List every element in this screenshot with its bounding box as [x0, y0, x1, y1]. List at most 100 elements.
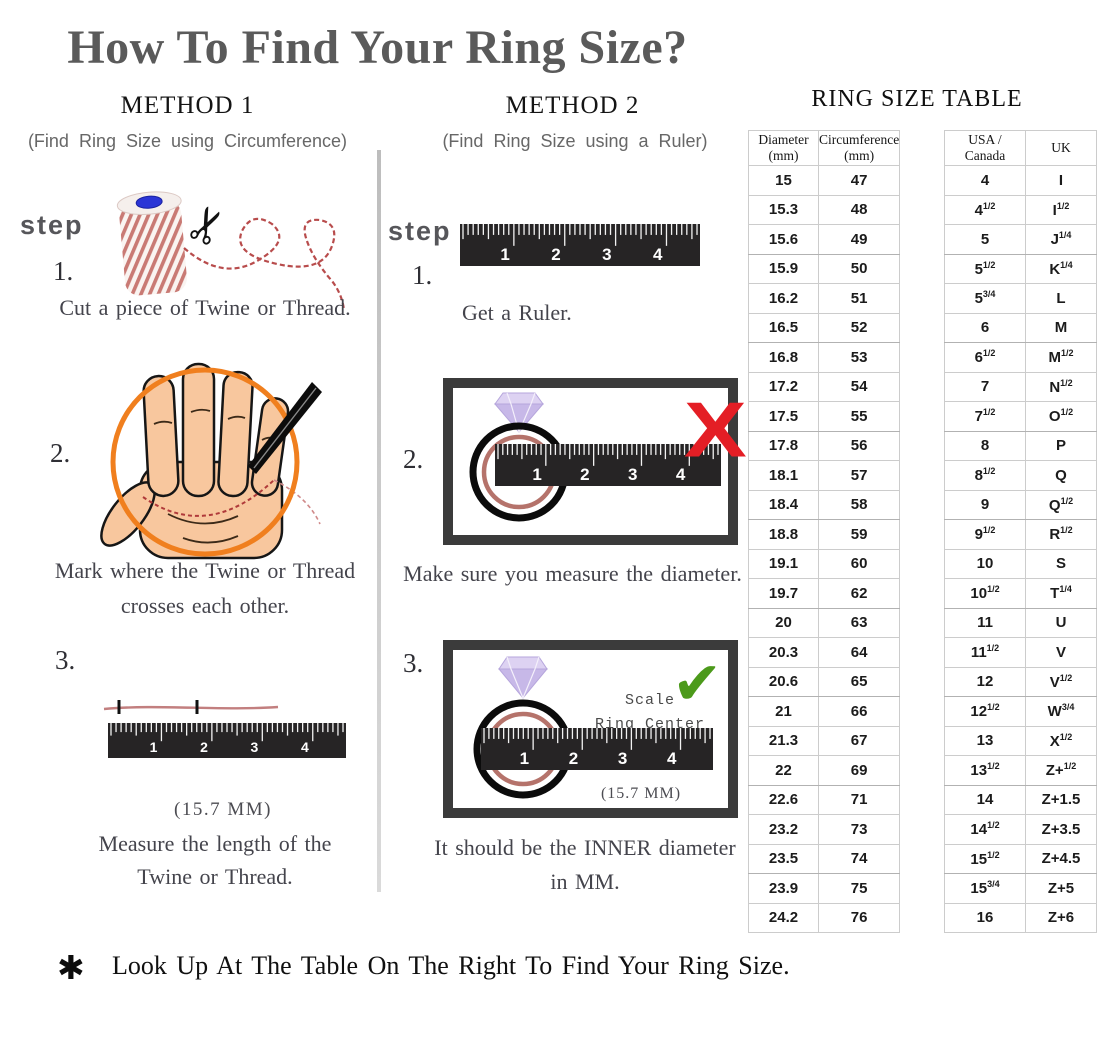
method1-step3-number: 3.: [55, 645, 76, 675]
ring-size-row: 17.8 56: [748, 430, 901, 461]
ruler-number: 2: [551, 245, 560, 264]
ring-size-row: 101/2 T1/4: [944, 578, 1097, 609]
check-icon: ✔: [672, 649, 723, 719]
ring-size-table-metric: Diameter (mm) Circumference (mm) 15 47 15.3 4…: [748, 130, 901, 933]
usa-size-cell: 14: [944, 784, 1026, 815]
ring-size-row: 71/2 O1/2: [944, 401, 1097, 432]
circumference-cell: 62: [817, 578, 901, 609]
method1-step2-caption-line1: Mark where the Twine or Thread: [54, 558, 356, 583]
circumference-cell: 51: [817, 283, 901, 314]
ruler-number: 4: [667, 749, 677, 768]
uk-size-cell: K1/4: [1025, 253, 1097, 284]
ring-size-row: 18.1 57: [748, 460, 901, 491]
method2-step3-number: 3.: [403, 648, 424, 678]
diameter-cell: 21.3: [748, 725, 819, 756]
asterisk-icon: ✱: [57, 948, 85, 987]
method2-subheading: (Find Ring Size using a Ruler): [442, 131, 708, 151]
diameter-cell: 22: [748, 755, 819, 786]
marked-thread-line: [142, 479, 275, 517]
uk-size-cell: Q: [1025, 460, 1097, 491]
ring-size-row: 20 63: [748, 607, 901, 638]
diameter-cell: 15.6: [748, 224, 819, 255]
diameter-cell: 23.9: [748, 873, 819, 904]
ring-size-row: 16.8 53: [748, 342, 901, 373]
usa-size-cell: 91/2: [944, 519, 1026, 550]
uk-size-cell: W3/4: [1025, 696, 1097, 727]
circumference-cell: 71: [817, 784, 901, 815]
method1-step3-caption-line2: Twine or Thread.: [137, 864, 293, 889]
usa-size-cell: 5: [944, 224, 1026, 255]
ring-size-row: 131/2 Z+1/2: [944, 755, 1097, 786]
ring-size-row: 20.3 64: [748, 637, 901, 668]
ring-size-row: 15.9 50: [748, 253, 901, 284]
ring-size-row: 16.5 52: [748, 312, 901, 343]
circumference-cell: 74: [817, 843, 901, 874]
uk-size-cell: O1/2: [1025, 401, 1097, 432]
table-header-row: Diameter (mm) Circumference (mm): [748, 130, 901, 166]
twine-thread-curl: [183, 217, 346, 311]
uk-size-cell: Q1/2: [1025, 489, 1097, 520]
usa-size-cell: 121/2: [944, 696, 1026, 727]
ring-finger: [217, 370, 254, 498]
ring-size-row: 81/2 Q: [944, 460, 1097, 491]
circumference-header: Circumference (mm): [817, 130, 901, 166]
method2-step-label: step: [388, 216, 452, 246]
usa-size-cell: 51/2: [944, 253, 1026, 284]
diameter-cell: 21: [748, 696, 819, 727]
uk-size-cell: M: [1025, 312, 1097, 343]
ring-size-row: 22 69: [748, 755, 901, 786]
circumference-cell: 59: [817, 519, 901, 550]
method1-measure-value: (15.7 MM): [174, 799, 272, 820]
usa-size-cell: 71/2: [944, 401, 1026, 432]
circumference-cell: 66: [817, 696, 901, 727]
ring-size-row: 19.7 62: [748, 578, 901, 609]
page-title: How To Find Your Ring Size?: [67, 21, 688, 74]
index-finger: [142, 374, 180, 498]
ruler-number: 4: [676, 465, 686, 484]
ruler-number: 4: [301, 739, 309, 755]
circumference-cell: 55: [817, 401, 901, 432]
uk-size-cell: Z+1/2: [1025, 755, 1097, 786]
circumference-cell: 60: [817, 548, 901, 579]
ruler-number: 2: [200, 739, 208, 755]
ring-size-row: 23.9 75: [748, 873, 901, 904]
usa-size-cell: 141/2: [944, 814, 1026, 845]
ruler-number: 2: [569, 749, 578, 768]
hand-marking-illustration: [100, 362, 322, 560]
diameter-cell: 15.9: [748, 253, 819, 284]
uk-size-cell: Z+5: [1025, 873, 1097, 904]
usa-size-cell: 111/2: [944, 637, 1026, 668]
circumference-cell: 69: [817, 755, 901, 786]
usa-size-cell: 16: [944, 902, 1026, 933]
highlight-circle: [110, 367, 300, 557]
ring-size-row: 15 47: [748, 165, 901, 196]
uk-size-cell: Z+4.5: [1025, 843, 1097, 874]
diameter-cell: 23.2: [748, 814, 819, 845]
diamond-icon: [497, 656, 549, 699]
footnote-text: Look Up At The Table On The Right To Fin…: [112, 951, 790, 980]
usa-size-cell: 81/2: [944, 460, 1026, 491]
uk-size-cell: Z+1.5: [1025, 784, 1097, 815]
uk-size-cell: N1/2: [1025, 371, 1097, 402]
twine-spool: [116, 191, 187, 296]
diameter-cell: 20: [748, 607, 819, 638]
ring-size-row: 14 Z+1.5: [944, 784, 1097, 815]
ring-size-row: 13 X1/2: [944, 725, 1097, 756]
ruler-number: 4: [653, 245, 663, 264]
usa-size-cell: 10: [944, 548, 1026, 579]
ruler-number: 3: [628, 465, 637, 484]
ruler-method1: 1 2 3 4: [108, 723, 346, 758]
ruler-number: 3: [251, 739, 259, 755]
uk-size-cell: I: [1025, 165, 1097, 196]
uk-size-cell: M1/2: [1025, 342, 1097, 373]
ring-size-row: 21.3 67: [748, 725, 901, 756]
diameter-cell: 15.3: [748, 194, 819, 225]
ring-size-table-title: RING SIZE TABLE: [811, 86, 1023, 112]
ring-size-row: 61/2 M1/2: [944, 342, 1097, 373]
usa-size-cell: 11: [944, 607, 1026, 638]
